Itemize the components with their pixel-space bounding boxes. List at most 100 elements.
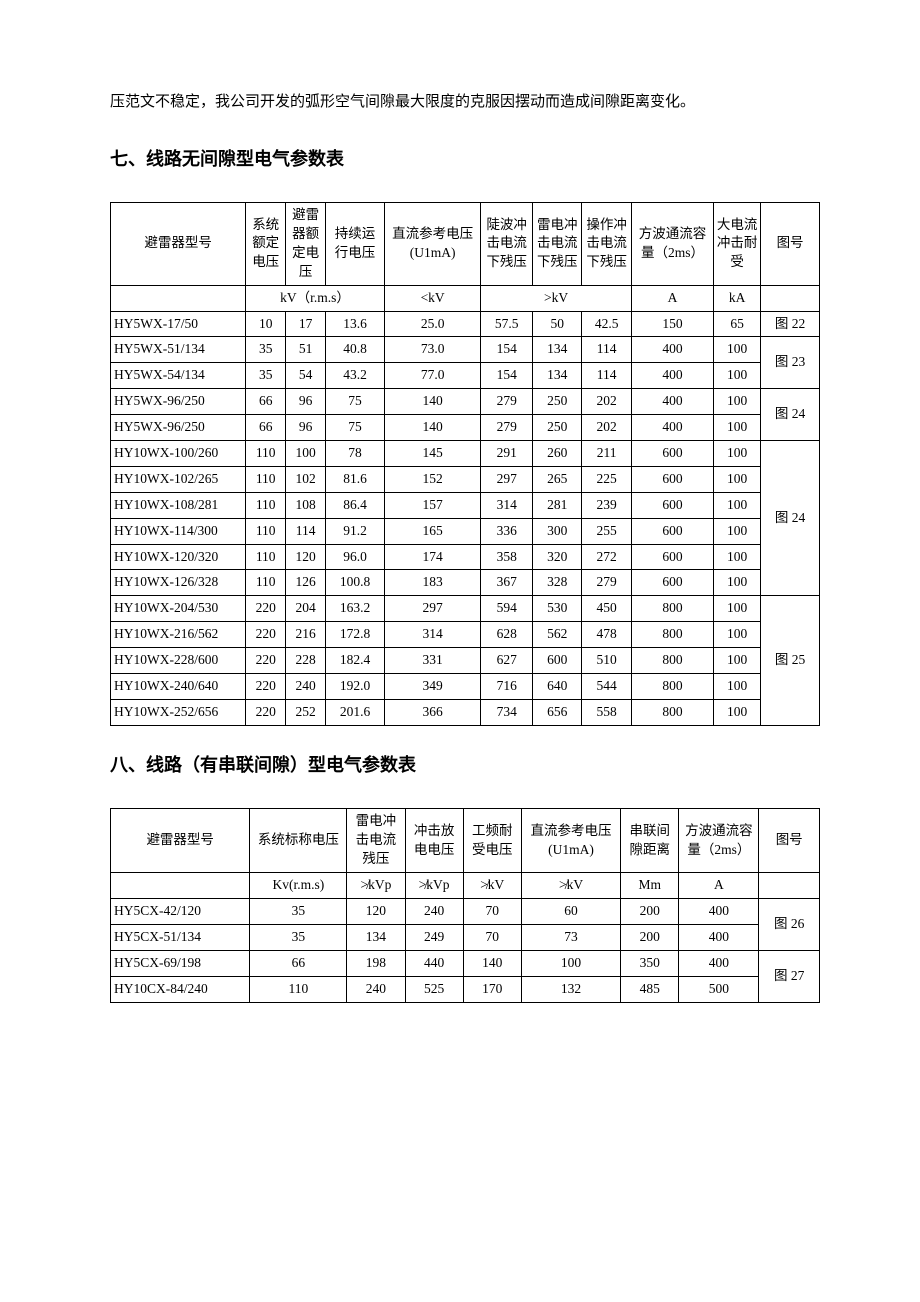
- cell-value: 35: [246, 363, 286, 389]
- table-row: HY5WX-54/134355443.277.0154134114400100: [111, 363, 820, 389]
- cell-value: 228: [286, 648, 326, 674]
- table-units-row: kV（r.m.s） <kV >kV A kA: [111, 285, 820, 311]
- table-header-row: 避雷器型号 系统额定电压 避雷器额定电压 持续运行电压 直流参考电压(U1mA)…: [111, 203, 820, 286]
- section-8-title: 八、线路（有串联间隙）型电气参数表: [110, 750, 820, 781]
- cell-value: 255: [582, 518, 631, 544]
- cell-value: 60: [521, 898, 620, 924]
- cell-value: 220: [246, 674, 286, 700]
- cell-value: 132: [521, 976, 620, 1002]
- cell-value: 100: [714, 544, 761, 570]
- cell-value: 544: [582, 674, 631, 700]
- cell-value: 100: [714, 441, 761, 467]
- table-row: HY5CX-69/19866198440140100350400图 27: [111, 950, 820, 976]
- cell-value: 120: [286, 544, 326, 570]
- hdr-fig: 图号: [759, 809, 820, 873]
- hdr-lightning: 雷电冲击电流下残压: [533, 203, 582, 286]
- cell-fig: 图 23: [761, 337, 820, 389]
- cell-value: 140: [463, 950, 521, 976]
- cell-value: 240: [347, 976, 405, 1002]
- hdr-sys-v: 系统额定电压: [246, 203, 286, 286]
- cell-value: 400: [679, 950, 759, 976]
- cell-value: 10: [246, 311, 286, 337]
- cell-value: 200: [621, 924, 679, 950]
- table-header-row: 避雷器型号 系统标称电压 雷电冲击电流残压 冲击放电电压 工频耐受电压 直流参考…: [111, 809, 820, 873]
- cell-model: HY5CX-69/198: [111, 950, 250, 976]
- cell-fig: 图 24: [761, 389, 820, 441]
- cell-value: 13.6: [326, 311, 385, 337]
- table-row: HY10WX-120/32011012096.01743583202726001…: [111, 544, 820, 570]
- cell-value: 204: [286, 596, 326, 622]
- cell-value: 349: [384, 674, 480, 700]
- cell-model: HY5WX-96/250: [111, 415, 246, 441]
- cell-value: 291: [481, 441, 533, 467]
- cell-value: 108: [286, 492, 326, 518]
- cell-value: 400: [631, 337, 713, 363]
- cell-value: 478: [582, 622, 631, 648]
- cell-value: 182.4: [326, 648, 385, 674]
- cell-value: 400: [679, 924, 759, 950]
- unit-kv-rms: kV（r.m.s）: [246, 285, 385, 311]
- cell-value: 70: [463, 898, 521, 924]
- unit-kv1: ≯kV: [463, 873, 521, 899]
- cell-value: 600: [631, 441, 713, 467]
- cell-value: 100: [714, 699, 761, 725]
- cell-value: 140: [384, 415, 480, 441]
- cell-model: HY10WX-120/320: [111, 544, 246, 570]
- cell-value: 640: [533, 674, 582, 700]
- cell-value: 366: [384, 699, 480, 725]
- hdr-square: 方波通流容量（2ms）: [679, 809, 759, 873]
- cell-value: 102: [286, 466, 326, 492]
- cell-value: 272: [582, 544, 631, 570]
- cell-value: 75: [326, 389, 385, 415]
- cell-value: 250: [533, 415, 582, 441]
- cell-value: 65: [714, 311, 761, 337]
- cell-value: 100: [714, 337, 761, 363]
- section-7-title: 七、线路无间隙型电气参数表: [110, 144, 820, 175]
- cell-value: 220: [246, 648, 286, 674]
- cell-value: 500: [679, 976, 759, 1002]
- cell-value: 297: [384, 596, 480, 622]
- cell-model: HY5CX-42/120: [111, 898, 250, 924]
- unit-a: A: [631, 285, 713, 311]
- cell-value: 100: [714, 570, 761, 596]
- cell-value: 734: [481, 699, 533, 725]
- unit-kvp2: ≯kVp: [405, 873, 463, 899]
- cell-value: 400: [631, 415, 713, 441]
- cell-value: 600: [631, 570, 713, 596]
- cell-value: 75: [326, 415, 385, 441]
- cell-value: 558: [582, 699, 631, 725]
- table-row: HY10WX-114/30011011491.21653363002556001…: [111, 518, 820, 544]
- cell-value: 100: [714, 389, 761, 415]
- unit-kv-rms: Kv(r.m.s): [250, 873, 347, 899]
- cell-value: 100: [714, 648, 761, 674]
- cell-value: 120: [347, 898, 405, 924]
- cell-value: 250: [533, 389, 582, 415]
- cell-model: HY10WX-216/562: [111, 622, 246, 648]
- cell-value: 35: [250, 898, 347, 924]
- cell-value: 172.8: [326, 622, 385, 648]
- cell-value: 170: [463, 976, 521, 1002]
- cell-value: 100: [714, 466, 761, 492]
- unit-blank: [111, 285, 246, 311]
- hdr-model: 避雷器型号: [111, 203, 246, 286]
- cell-value: 600: [631, 544, 713, 570]
- cell-value: 100: [714, 363, 761, 389]
- cell-value: 25.0: [384, 311, 480, 337]
- cell-value: 240: [286, 674, 326, 700]
- unit-a: A: [679, 873, 759, 899]
- cell-value: 77.0: [384, 363, 480, 389]
- unit-blank: [111, 873, 250, 899]
- hdr-impulse: 冲击放电电压: [405, 809, 463, 873]
- cell-value: 17: [286, 311, 326, 337]
- cell-value: 154: [481, 337, 533, 363]
- hdr-cont-v: 持续运行电压: [326, 203, 385, 286]
- cell-value: 220: [246, 699, 286, 725]
- cell-value: 134: [533, 337, 582, 363]
- cell-value: 656: [533, 699, 582, 725]
- cell-value: 96: [286, 415, 326, 441]
- cell-value: 202: [582, 415, 631, 441]
- cell-value: 331: [384, 648, 480, 674]
- cell-value: 252: [286, 699, 326, 725]
- cell-model: HY10WX-228/600: [111, 648, 246, 674]
- unit-kv2: ≯kV: [521, 873, 620, 899]
